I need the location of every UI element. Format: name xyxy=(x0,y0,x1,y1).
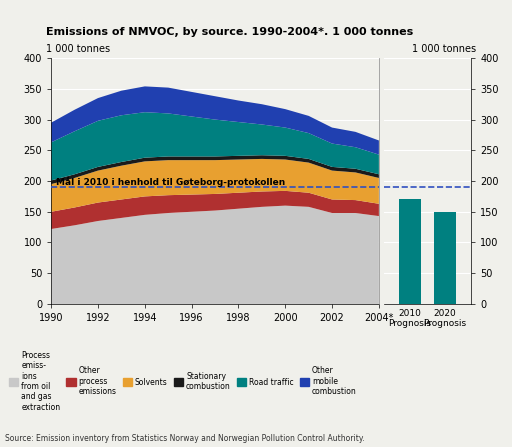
Text: Mål i 2010 i henhold til Gøteborg-protokollen: Mål i 2010 i henhold til Gøteborg-protok… xyxy=(56,177,285,187)
Text: 1 000 tonnes: 1 000 tonnes xyxy=(412,44,476,54)
Bar xyxy=(399,199,421,304)
Text: 1 000 tonnes: 1 000 tonnes xyxy=(46,44,110,54)
Bar xyxy=(434,212,456,304)
Text: Source: Emission inventory from Statistics Norway and Norwegian Pollution Contro: Source: Emission inventory from Statisti… xyxy=(5,434,365,443)
Legend: Process
emiss-
ions
from oil
and gas
extraction, Other
process
emissions, Solven: Process emiss- ions from oil and gas ext… xyxy=(9,351,357,412)
Text: Emissions of NMVOC, by source. 1990-2004*. 1 000 tonnes: Emissions of NMVOC, by source. 1990-2004… xyxy=(46,27,413,37)
